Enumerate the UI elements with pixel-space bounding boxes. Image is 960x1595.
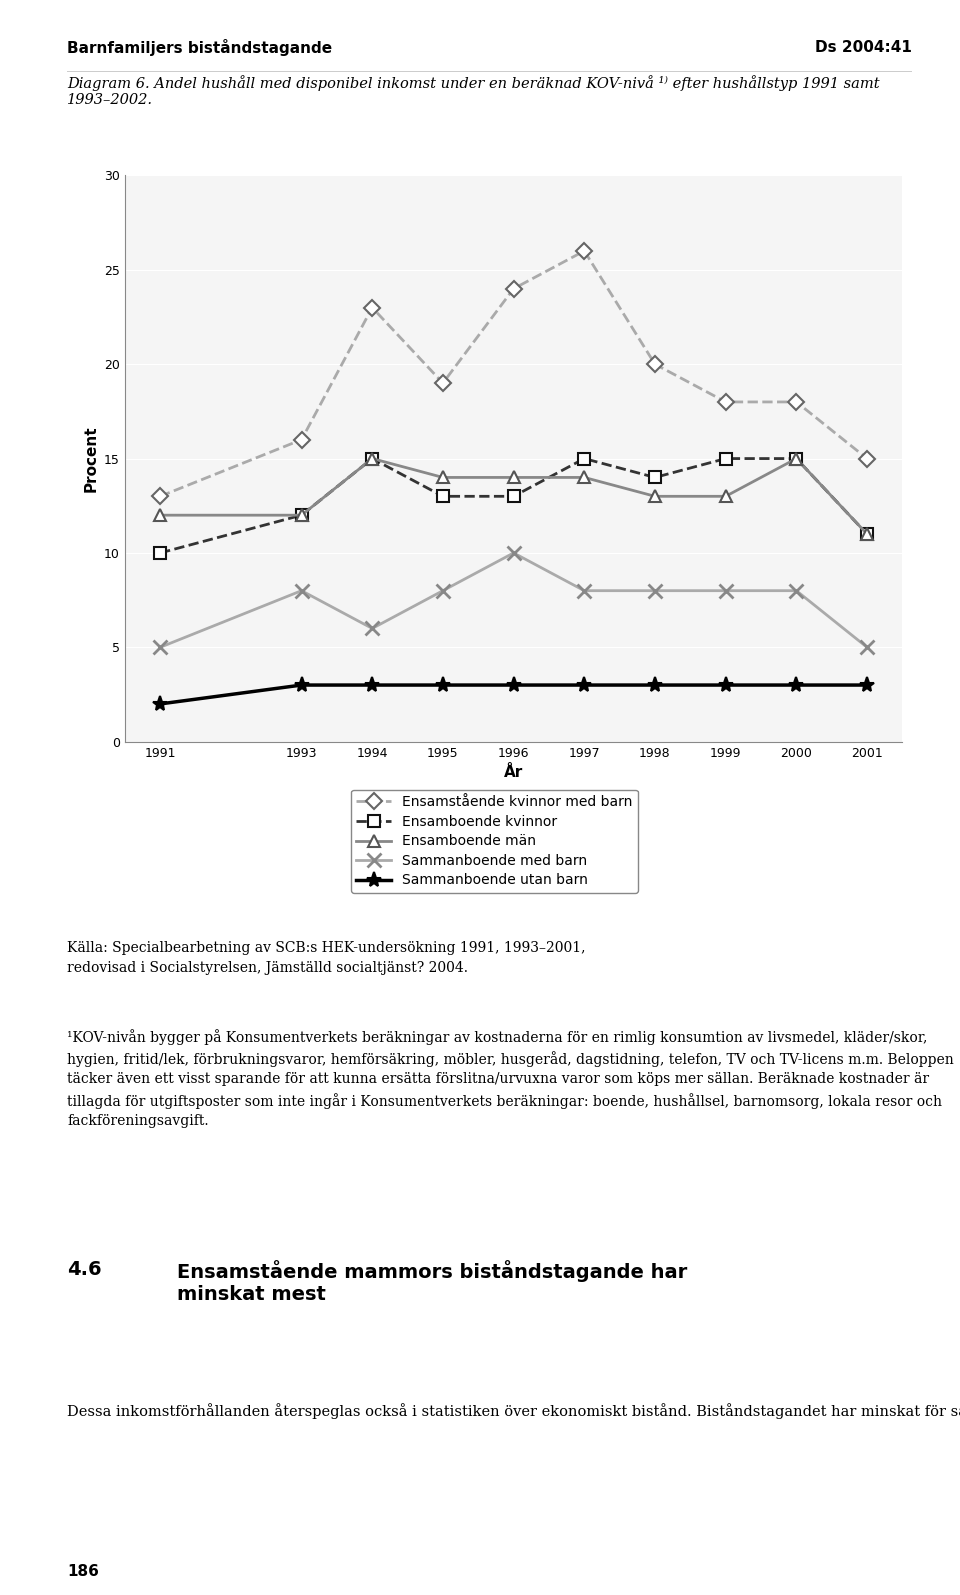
- Sammanboende med barn: [367, 619, 378, 638]
- Ensamstående kvinnor med barn: [508, 279, 519, 298]
- Sammanboende med barn: [649, 581, 660, 600]
- Sammanboende med barn: [508, 544, 519, 563]
- Text: ¹KOV-nivån bygger på Konsumentverkets beräkningar av kostnaderna för en rimlig k: ¹KOV-nivån bygger på Konsumentverkets be…: [67, 1029, 954, 1128]
- Ensamboende kvinnor: [861, 525, 873, 544]
- Sammanboende med barn: [791, 581, 803, 600]
- Text: Ensamstående mammors biståndstagande har
minskat mest: Ensamstående mammors biståndstagande har…: [177, 1260, 687, 1305]
- Ensamboende kvinnor: [155, 544, 166, 563]
- Ensamboende män: [155, 506, 166, 525]
- Ensamboende kvinnor: [296, 506, 307, 525]
- Ensamboende män: [861, 525, 873, 544]
- Sammanboende utan barn: [155, 694, 166, 713]
- Ensamstående kvinnor med barn: [155, 486, 166, 506]
- Sammanboende utan barn: [861, 676, 873, 695]
- Ensamstående kvinnor med barn: [367, 298, 378, 317]
- Sammanboende med barn: [155, 638, 166, 657]
- Ensamstående kvinnor med barn: [720, 392, 732, 412]
- Sammanboende utan barn: [579, 676, 590, 695]
- Ensamboende män: [296, 506, 307, 525]
- Text: Källa: Specialbearbetning av SCB:s HEK-undersökning 1991, 1993–2001,
redovisad i: Källa: Specialbearbetning av SCB:s HEK-u…: [67, 941, 586, 975]
- Ensamstående kvinnor med barn: [296, 431, 307, 450]
- Ensamstående kvinnor med barn: [649, 354, 660, 373]
- Text: 4.6: 4.6: [67, 1260, 102, 1279]
- Line: Ensamstående kvinnor med barn: Ensamstående kvinnor med barn: [155, 246, 873, 502]
- Ensamstående kvinnor med barn: [579, 241, 590, 260]
- Sammanboende utan barn: [367, 676, 378, 695]
- X-axis label: År: År: [504, 766, 523, 780]
- Sammanboende med barn: [720, 581, 732, 600]
- Sammanboende utan barn: [649, 676, 660, 695]
- Ensamboende kvinnor: [579, 450, 590, 469]
- Text: Barnfamiljers biståndstagande: Barnfamiljers biståndstagande: [67, 40, 332, 56]
- Ensamboende män: [720, 486, 732, 506]
- Ensamboende kvinnor: [720, 450, 732, 469]
- Ensamboende män: [508, 467, 519, 486]
- Line: Sammanboende utan barn: Sammanboende utan barn: [153, 678, 875, 711]
- Ensamboende män: [579, 467, 590, 486]
- Text: Dessa inkomstförhållanden återspeglas också i statistiken över ekonomiskt bistån: Dessa inkomstförhållanden återspeglas oc…: [67, 1404, 960, 1420]
- Ensamstående kvinnor med barn: [791, 392, 803, 412]
- Legend: Ensamstående kvinnor med barn, Ensamboende kvinnor, Ensamboende män, Sammanboend: Ensamstående kvinnor med barn, Ensamboen…: [350, 790, 638, 893]
- Sammanboende utan barn: [720, 676, 732, 695]
- Sammanboende utan barn: [508, 676, 519, 695]
- Sammanboende med barn: [296, 581, 307, 600]
- Text: 186: 186: [67, 1563, 99, 1579]
- Line: Ensamboende män: Ensamboende män: [155, 453, 873, 539]
- Sammanboende med barn: [437, 581, 448, 600]
- Ensamboende kvinnor: [437, 486, 448, 506]
- Ensamboende kvinnor: [508, 486, 519, 506]
- Sammanboende med barn: [579, 581, 590, 600]
- Ensamboende kvinnor: [791, 450, 803, 469]
- Line: Ensamboende kvinnor: Ensamboende kvinnor: [155, 453, 873, 558]
- Ensamboende kvinnor: [649, 467, 660, 486]
- Text: Ds 2004:41: Ds 2004:41: [815, 40, 912, 56]
- Ensamboende kvinnor: [367, 450, 378, 469]
- Ensamboende män: [649, 486, 660, 506]
- Sammanboende utan barn: [296, 676, 307, 695]
- Y-axis label: Procent: Procent: [84, 426, 99, 491]
- Sammanboende utan barn: [791, 676, 803, 695]
- Ensamstående kvinnor med barn: [861, 450, 873, 469]
- Ensamstående kvinnor med barn: [437, 373, 448, 392]
- Ensamboende män: [367, 450, 378, 469]
- Ensamboende män: [437, 467, 448, 486]
- Ensamboende män: [791, 450, 803, 469]
- Text: Diagram 6. Andel hushåll med disponibel inkomst under en beräknad KOV-nivå ¹⁾ ef: Diagram 6. Andel hushåll med disponibel …: [67, 75, 879, 107]
- Sammanboende med barn: [861, 638, 873, 657]
- Line: Sammanboende med barn: Sammanboende med barn: [154, 545, 874, 654]
- Sammanboende utan barn: [437, 676, 448, 695]
